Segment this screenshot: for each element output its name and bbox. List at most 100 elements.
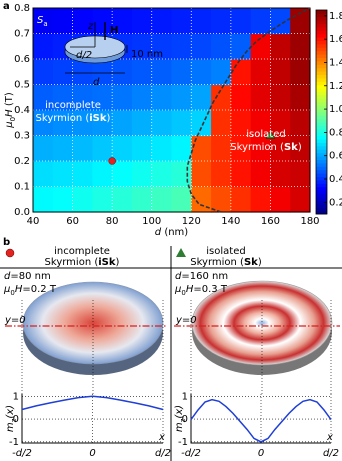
colorbar-segment xyxy=(316,84,327,89)
heatmap-cell xyxy=(270,161,291,188)
heatmap-cell xyxy=(290,135,311,162)
heatmap-cell xyxy=(151,8,173,35)
colorbar-segment xyxy=(316,64,327,69)
heatmap-cell xyxy=(191,84,212,111)
heatmap-cell xyxy=(112,84,133,111)
heatmap-cell xyxy=(131,33,153,60)
x-tick-label: d/2 xyxy=(323,448,339,459)
heatmap-cell xyxy=(112,186,133,213)
colorbar-segment xyxy=(316,190,327,194)
x-tick-label: 160 xyxy=(261,216,280,227)
heatmap-cell xyxy=(52,161,74,188)
colorbar-segment xyxy=(316,125,327,130)
annotation: Skyrmion (iSk) xyxy=(36,113,111,124)
heatmap-cell xyxy=(191,110,212,137)
annotation-part: iSk xyxy=(89,113,107,124)
x-tick-label: 120 xyxy=(182,216,201,227)
colorbar-tick-label: 0.4 xyxy=(329,174,342,185)
x-tick-label: 60 xyxy=(66,216,79,227)
heatmap-cell xyxy=(92,110,113,137)
colorbar-segment xyxy=(316,54,327,58)
x-axis-label-part: (nm) xyxy=(161,227,188,238)
heatmap-cell xyxy=(270,110,291,137)
map-label: Sa xyxy=(37,15,48,28)
y-axis-label: μ0H (T) xyxy=(4,92,17,129)
heatmap-cell xyxy=(52,110,74,137)
heatmap-cell xyxy=(151,59,173,86)
heatmap-cell xyxy=(171,135,192,162)
heatmap-cell xyxy=(250,135,272,162)
colorbar-segment xyxy=(316,91,327,96)
y-axis-label-part: m xyxy=(174,422,185,432)
y-axis-label-part: (T) xyxy=(4,92,15,109)
colorbar-segment xyxy=(316,159,327,164)
heatmap-cell xyxy=(171,186,192,213)
legend-text-part: iSk xyxy=(98,257,116,268)
x-axis-label: x xyxy=(158,432,165,443)
heatmap-cell xyxy=(290,186,311,213)
heatmap-cell xyxy=(270,186,291,213)
y-axis-label-part: (x) xyxy=(174,405,185,419)
heatmap-cell xyxy=(171,161,192,188)
axis-line xyxy=(190,394,331,444)
parameter: μ0H=0.2 T xyxy=(3,284,57,297)
x-tick-label: -d/2 xyxy=(181,448,201,459)
colorbar-segment xyxy=(316,180,327,184)
legend-text: Skyrmion (iSk) xyxy=(45,257,120,268)
heatmap-cell xyxy=(290,8,311,35)
heatmap-cell xyxy=(250,33,272,60)
parameter-part: 0 xyxy=(181,289,185,297)
heatmap-cell xyxy=(131,161,153,188)
heatmap-cell xyxy=(171,110,192,137)
x-tick-label: -d/2 xyxy=(12,448,32,459)
colorbar-segment xyxy=(316,173,327,177)
y-tick-label: 0.1 xyxy=(14,182,30,193)
heatmap-cell xyxy=(250,84,272,111)
colorbar-segment xyxy=(316,146,327,150)
heatmap-cell xyxy=(72,8,93,35)
y-axis-label-part: H xyxy=(4,109,15,117)
heatmap-cell xyxy=(72,186,93,213)
parameter-part: =160 nm xyxy=(181,271,228,282)
heatmap-cell xyxy=(250,110,272,137)
heatmap-cell xyxy=(151,110,173,137)
heatmap-cell xyxy=(191,161,212,188)
colorbar-segment xyxy=(316,20,327,24)
heatmap-cell xyxy=(230,135,252,162)
legend-text: isolated xyxy=(206,246,245,257)
annotation: Skyrmion (Sk) xyxy=(230,142,302,153)
colorbar-segment xyxy=(316,13,327,18)
heatmap-cell xyxy=(191,135,212,162)
heatmap-cell xyxy=(112,135,133,162)
heatmap-cell xyxy=(52,186,74,213)
skyrmion-image xyxy=(191,280,333,366)
heatmap-cell xyxy=(230,110,252,137)
heatmap-cell xyxy=(33,161,54,188)
colorbar-segment xyxy=(316,44,327,48)
heatmap-cell xyxy=(290,33,311,60)
colorbar-segment xyxy=(316,203,327,208)
colorbar-segment xyxy=(316,118,327,123)
legend-text-part: Skyrmion ( xyxy=(190,257,244,268)
x-tick-label: 40 xyxy=(27,216,40,227)
heatmap-cell xyxy=(270,59,291,86)
y-tick-label: 0 xyxy=(182,414,188,425)
parameter-part: d xyxy=(175,271,182,282)
heatmap-cell xyxy=(151,161,173,188)
colorbar-segment xyxy=(316,95,327,99)
colorbar-tick-label: 1.0 xyxy=(329,104,342,115)
y-axis-label-part: z xyxy=(10,418,18,422)
y-tick-label: 0.0 xyxy=(14,207,30,218)
heatmap-cell xyxy=(92,8,113,35)
colorbar-segment xyxy=(316,169,327,174)
heatmap-cell xyxy=(171,8,192,35)
heatmap-cell xyxy=(191,8,212,35)
y-axis-label-part: μ xyxy=(4,121,15,128)
colorbar-tick-label: 1.4 xyxy=(329,57,342,68)
colorbar-segment xyxy=(316,207,327,211)
colorbar-segment xyxy=(316,112,327,116)
heatmap-cell xyxy=(191,59,212,86)
x-tick-label: 140 xyxy=(221,216,240,227)
colorbar-segment xyxy=(316,47,327,52)
